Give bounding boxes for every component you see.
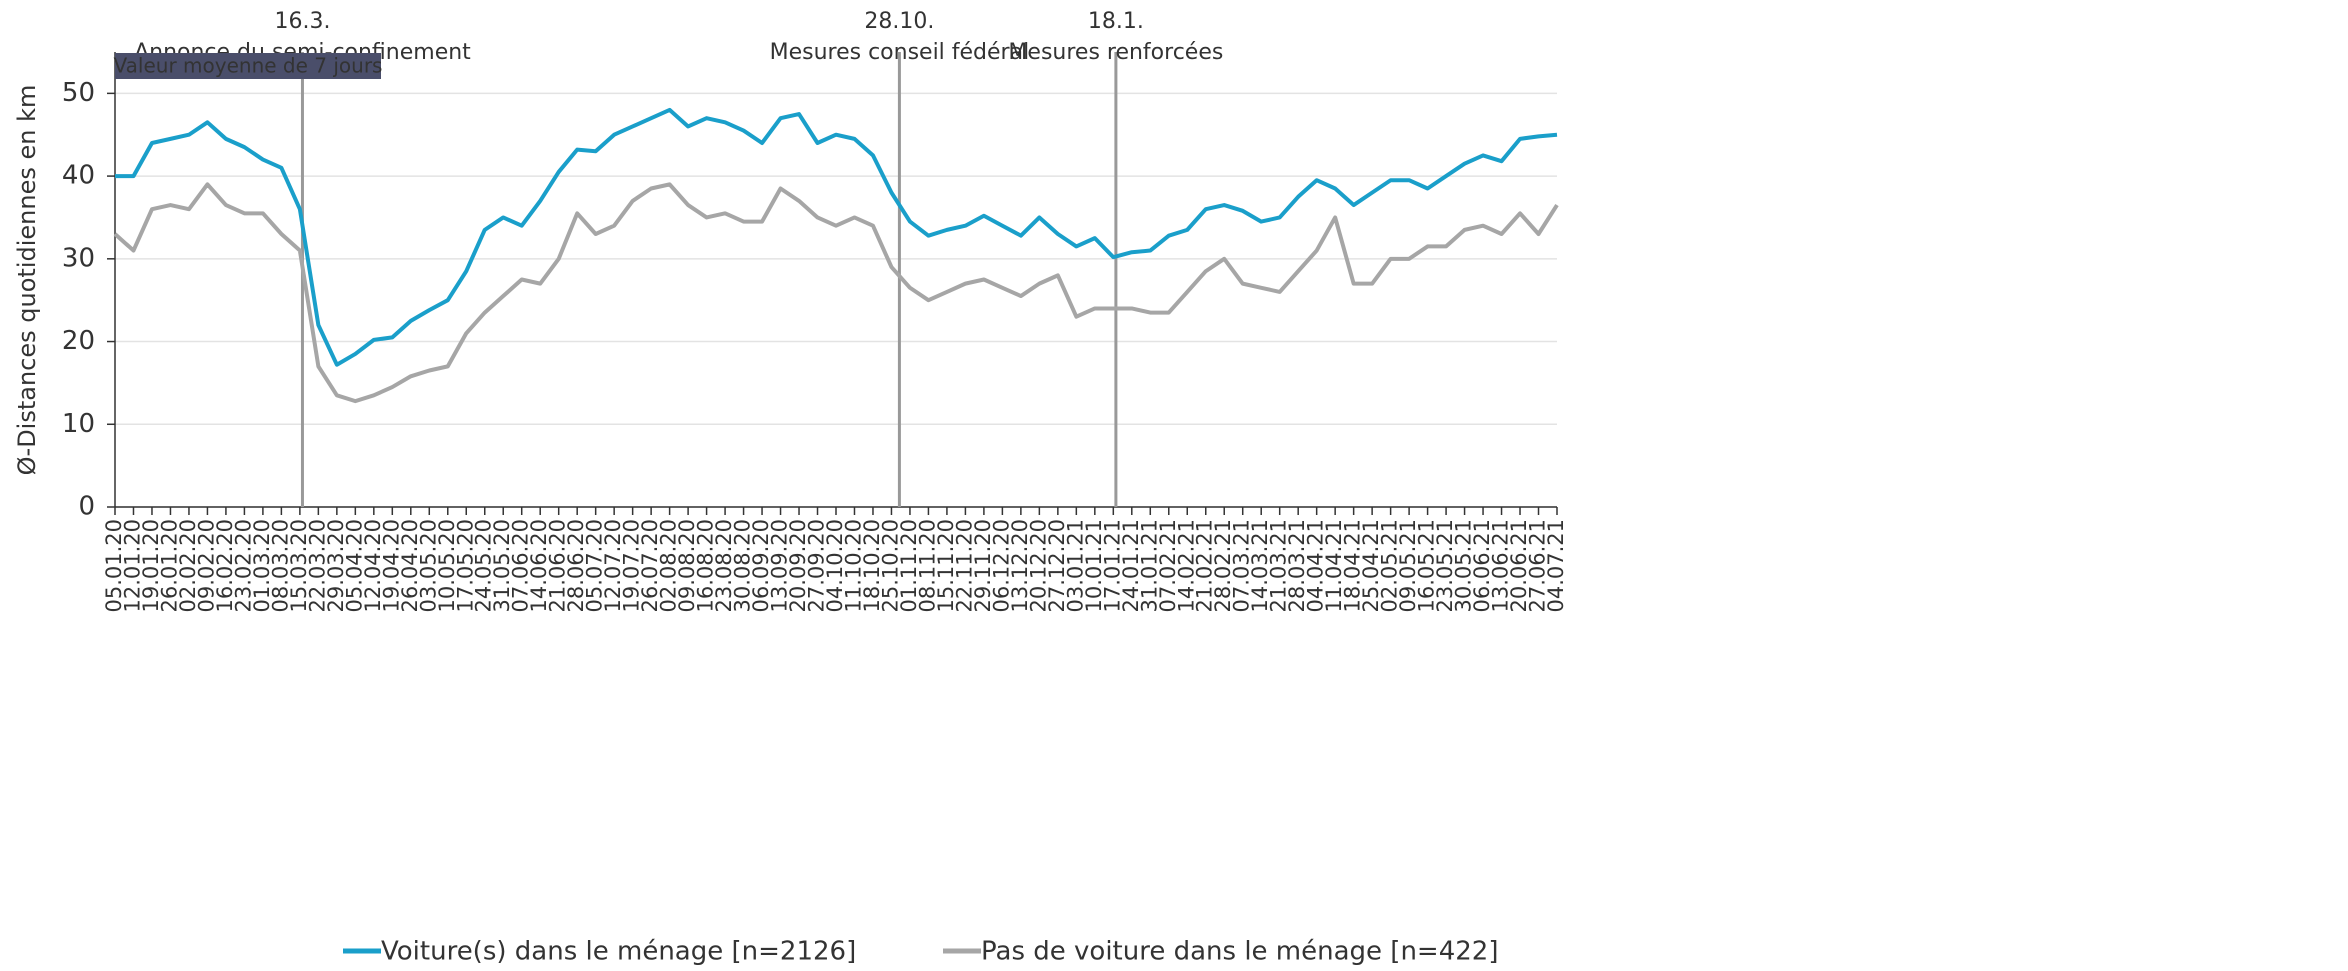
x-tick-label: 04.04.21 — [1304, 519, 1328, 613]
x-tick-label: 24.05.20 — [472, 519, 496, 613]
y-axis-label: Ø-Distances quotidiennes en km — [13, 85, 41, 476]
x-tick-label: 26.01.20 — [157, 519, 181, 613]
x-tick-label: 25.10.20 — [878, 519, 902, 613]
x-tick-label: 05.04.20 — [342, 519, 366, 613]
x-tick-label: 28.06.20 — [564, 519, 588, 613]
annotation-date: 16.3. — [274, 9, 330, 34]
x-tick-label: 27.06.21 — [1526, 519, 1550, 613]
y-tick-label: 0 — [78, 492, 95, 522]
x-tick-label: 18.10.20 — [860, 519, 884, 613]
x-tick-label: 25.04.21 — [1359, 519, 1383, 613]
x-tick-label: 20.12.20 — [1026, 519, 1050, 613]
x-tick-label: 27.12.20 — [1045, 519, 1069, 613]
x-tick-label: 15.03.20 — [287, 519, 311, 613]
x-tick-label: 06.09.20 — [749, 519, 773, 613]
x-tick-label: 20.09.20 — [786, 519, 810, 613]
x-tick-label: 12.04.20 — [361, 519, 385, 613]
x-tick-label: 06.12.20 — [989, 519, 1013, 613]
x-tick-label: 03.01.21 — [1063, 519, 1087, 613]
subtitle: Valeur moyenne de 7 jours — [114, 54, 383, 78]
x-tick-label: 26.04.20 — [398, 519, 422, 613]
y-tick-label: 20 — [62, 326, 95, 356]
legend-label: Pas de voiture dans le ménage [n=422] — [981, 937, 1498, 967]
x-tick-label: 01.03.20 — [250, 519, 274, 613]
x-tick-label: 31.05.20 — [490, 519, 514, 613]
x-tick-label: 14.03.21 — [1248, 519, 1272, 613]
x-tick-label: 23.08.20 — [712, 519, 736, 613]
x-tick-label: 02.02.20 — [176, 519, 200, 613]
annotation-date: 28.10. — [864, 9, 934, 34]
x-tick-label: 09.02.20 — [194, 519, 218, 613]
x-tick-label: 11.10.20 — [841, 519, 865, 613]
x-tick-label: 17.01.21 — [1100, 519, 1124, 613]
x-tick-label: 14.02.21 — [1174, 519, 1198, 613]
x-tick-label: 26.07.20 — [638, 519, 662, 613]
x-tick-label: 07.02.21 — [1156, 519, 1180, 613]
x-tick-label: 20.06.21 — [1507, 519, 1531, 613]
x-tick-label: 07.06.20 — [509, 519, 533, 613]
x-tick-label: 10.05.20 — [435, 519, 459, 613]
x-tick-label: 06.06.21 — [1470, 519, 1494, 613]
x-tick-label: 11.04.21 — [1322, 519, 1346, 613]
x-tick-label: 19.04.20 — [379, 519, 403, 613]
x-tick-label: 17.05.20 — [453, 519, 477, 613]
x-tick-label: 29.11.20 — [971, 519, 995, 613]
x-tick-label: 09.05.21 — [1396, 519, 1420, 613]
x-tick-label: 31.01.21 — [1137, 519, 1161, 613]
x-tick-label: 14.06.20 — [527, 519, 551, 613]
x-tick-label: 16.02.20 — [213, 519, 237, 613]
x-tick-label: 21.03.21 — [1267, 519, 1291, 613]
x-tick-label: 28.02.21 — [1211, 519, 1235, 613]
subtitle-box — [115, 53, 381, 79]
series-line — [113, 182, 1559, 404]
x-tick-label: 08.03.20 — [268, 519, 292, 613]
x-tick-label: 13.09.20 — [768, 519, 792, 613]
y-tick-label: 30 — [62, 243, 95, 273]
series-line — [115, 107, 1558, 367]
x-tick-label: 12.01.20 — [120, 519, 144, 613]
legend-label: Voiture(s) dans le ménage [n=2126] — [381, 937, 856, 967]
annotation-text: Mesures renforcées — [1008, 40, 1223, 65]
x-tick-label: 30.08.20 — [731, 519, 755, 613]
x-tick-label: 29.03.20 — [324, 519, 348, 613]
x-tick-label: 21.06.20 — [546, 519, 570, 613]
x-tick-label: 22.03.20 — [305, 519, 329, 613]
x-tick-label: 21.02.21 — [1193, 519, 1217, 613]
x-tick-label: 27.09.20 — [805, 519, 829, 613]
y-tick-label: 40 — [62, 161, 95, 191]
x-tick-label: 16.05.21 — [1415, 519, 1439, 613]
x-tick-label: 02.05.21 — [1378, 519, 1402, 613]
x-tick-label: 05.07.20 — [583, 519, 607, 613]
x-tick-label: 13.06.21 — [1489, 519, 1513, 613]
x-tick-label: 05.01.20 — [102, 519, 126, 613]
y-tick-label: 50 — [62, 78, 95, 108]
x-tick-label: 13.12.20 — [1008, 519, 1032, 613]
annotation-date: 18.1. — [1088, 9, 1144, 34]
x-tick-label: 12.07.20 — [601, 519, 625, 613]
x-tick-label: 15.11.20 — [934, 519, 958, 613]
x-tick-label: 23.02.20 — [231, 519, 255, 613]
y-tick-label: 10 — [62, 409, 95, 439]
x-tick-label: 16.08.20 — [694, 519, 718, 613]
x-tick-label: 01.11.20 — [897, 519, 921, 613]
x-tick-label: 02.08.20 — [657, 519, 681, 613]
x-tick-label: 09.08.20 — [675, 519, 699, 613]
x-tick-label: 10.01.21 — [1082, 519, 1106, 613]
x-tick-label: 03.05.20 — [416, 519, 440, 613]
x-tick-label: 08.11.20 — [915, 519, 939, 613]
x-tick-label: 19.07.20 — [620, 519, 644, 613]
x-tick-label: 07.03.21 — [1230, 519, 1254, 613]
annotation-text: Mesures conseil fédéral — [770, 40, 1030, 65]
x-tick-label: 22.11.20 — [952, 519, 976, 613]
x-tick-label: 30.05.21 — [1452, 519, 1476, 613]
x-tick-label: 18.04.21 — [1341, 519, 1365, 613]
x-tick-label: 04.07.21 — [1544, 519, 1568, 613]
x-tick-label: 04.10.20 — [823, 519, 847, 613]
x-tick-label: 23.05.21 — [1433, 519, 1457, 613]
x-tick-label: 24.01.21 — [1119, 519, 1143, 613]
x-tick-label: 28.03.21 — [1285, 519, 1309, 613]
x-tick-label: 19.01.20 — [139, 519, 163, 613]
